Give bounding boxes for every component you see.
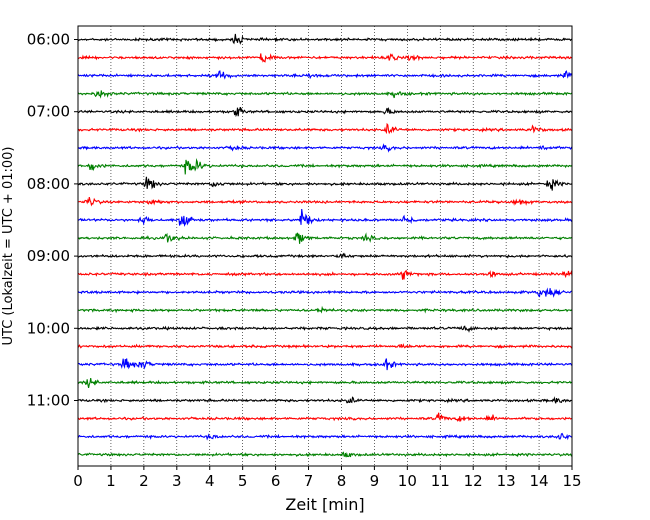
x-tick-label: 5 [238,472,248,490]
vertical-grid [110,26,540,466]
x-tick-label: 9 [370,472,380,490]
trace-line [77,90,573,99]
trace-line [77,378,573,389]
x-tick-label: 0 [73,472,83,490]
x-tick-label: 10 [398,472,417,490]
plot-frame [77,25,573,467]
x-tick-label: 12 [464,472,483,490]
trace-line [77,287,573,298]
y-tick-label: 10:00 [27,319,70,337]
trace-line [77,143,573,153]
trace-line [77,196,573,207]
x-tick-label: 4 [205,472,215,490]
y-tick-label: 11:00 [27,392,70,410]
trace-line [77,106,573,118]
trace-line [77,412,573,423]
y-tick-label: 06:00 [27,31,70,49]
trace-line [77,232,573,244]
trace-line [77,252,573,260]
x-tick-label: 15 [562,472,581,490]
x-tick-label: 6 [271,472,281,490]
trace-group [77,33,573,458]
y-axis-label: UTC (Lokalzeit = UTC + 01:00) [1,147,16,346]
trace-line [77,396,573,404]
trace-line [77,158,573,175]
x-tick-label: 1 [106,472,116,490]
trace-line [77,358,573,371]
trace-line [77,325,573,333]
x-tick-label: 13 [497,472,516,490]
x-axis: 0 1 2 3 4 5 6 7 8 9 10 11 12 13 14 15 [73,466,582,490]
x-tick-label: 3 [172,472,182,490]
x-tick-label: 2 [139,472,149,490]
trace-line [77,451,573,458]
trace-line [77,209,573,227]
x-axis-label: Zeit [min] [285,495,364,514]
x-tick-label: 14 [530,472,549,490]
trace-line [77,269,573,280]
x-tick-label: 8 [337,472,347,490]
y-axis: 06:00 07:00 08:00 09:00 10:00 11:00 [27,31,78,410]
x-tick-label: 11 [431,472,450,490]
y-tick-label: 07:00 [27,103,70,121]
trace-line [77,432,573,441]
y-tick-label: 09:00 [27,247,70,265]
trace-line [77,70,573,80]
trace-line [77,53,573,63]
trace-line [77,33,573,45]
x-tick-label: 7 [304,472,314,490]
trace-line [77,305,573,314]
trace-line [77,343,573,350]
trace-line [77,176,573,191]
trace-line [77,122,573,135]
y-tick-label: 08:00 [27,175,70,193]
